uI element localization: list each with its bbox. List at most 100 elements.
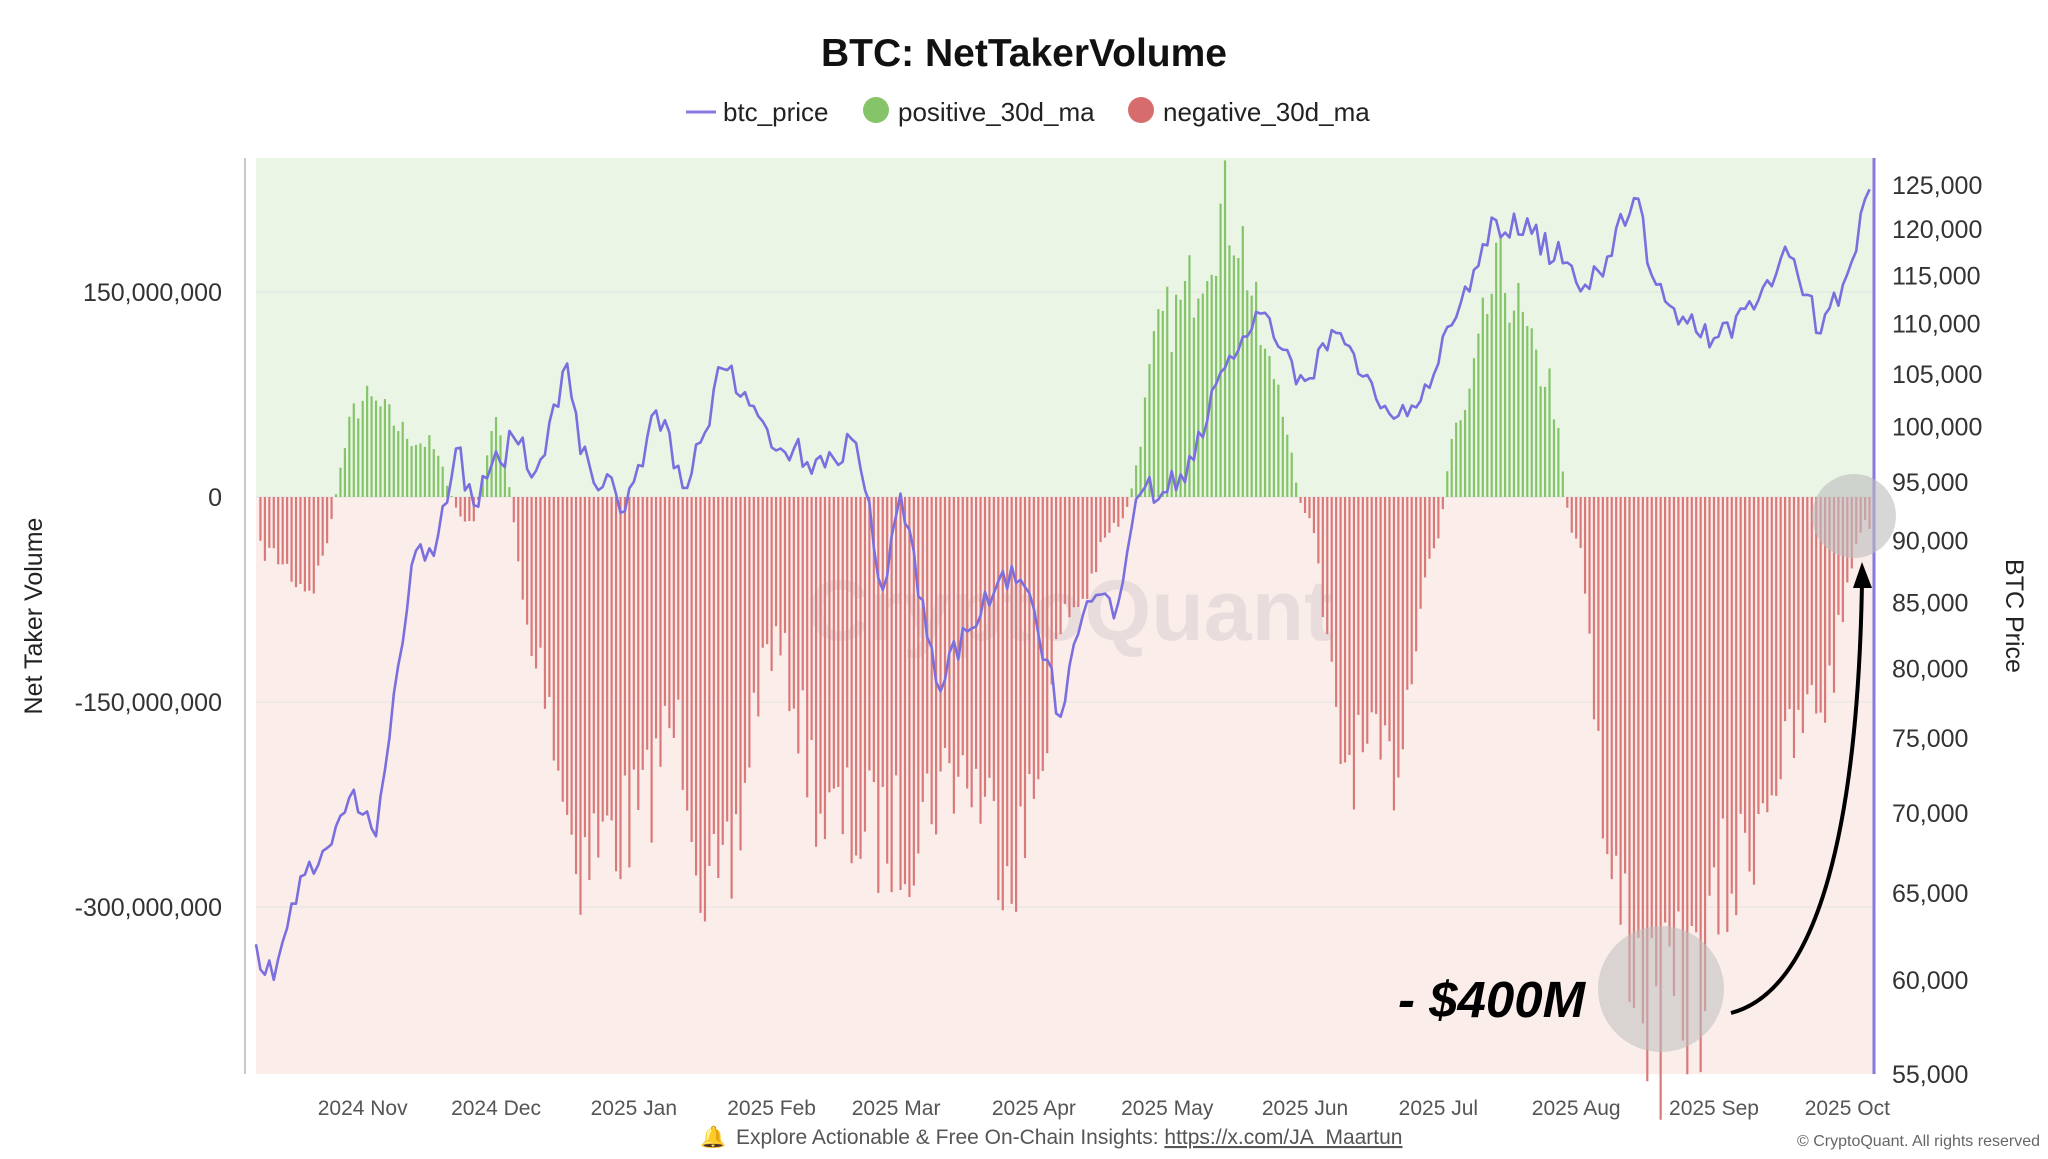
negative-bar xyxy=(632,497,635,770)
positive-bar xyxy=(1152,331,1156,497)
negative-bar xyxy=(1343,497,1347,763)
positive-bar xyxy=(494,417,498,497)
negative-bar xyxy=(757,497,760,717)
y-tick-label: 0 xyxy=(208,484,222,512)
legend-label-positive: positive_30d_ma xyxy=(898,97,1095,127)
negative-bar xyxy=(1699,497,1702,1073)
negative-bar xyxy=(268,497,271,548)
negative-bar xyxy=(1832,497,1836,693)
positive-bar xyxy=(401,421,404,497)
positive-bar xyxy=(1486,313,1489,497)
negative-bar xyxy=(1619,497,1622,925)
negative-bar xyxy=(726,497,729,822)
positive-bar xyxy=(334,494,338,497)
positive-bar xyxy=(1210,274,1213,497)
negative-bar xyxy=(952,497,955,814)
negative-bar xyxy=(1748,497,1751,872)
negative-bar xyxy=(1779,497,1782,780)
right-axis-ticks: 125,000 120,000 115,000 110,000 105,000 100,0… xyxy=(1892,172,1982,1089)
negative-bar xyxy=(1837,497,1840,615)
negative-bar xyxy=(859,497,862,859)
negative-bar xyxy=(1010,497,1013,904)
negative-bar xyxy=(1108,497,1111,533)
y2-tick-label: 110,000 xyxy=(1892,310,1981,338)
negative-bar xyxy=(1828,497,1831,666)
negative-bar xyxy=(1708,497,1711,896)
positive-bar xyxy=(1161,310,1164,497)
negative-bar xyxy=(1388,497,1391,742)
negative-bar xyxy=(810,497,813,741)
negative-bar xyxy=(1677,497,1680,912)
negative-bar xyxy=(317,497,320,566)
legend-item-negative[interactable]: negative_30d_ma xyxy=(1128,97,1370,127)
footer-link[interactable]: https://x.com/JA_Maartun xyxy=(1164,1126,1402,1149)
negative-bar xyxy=(1339,497,1342,765)
positive-bar xyxy=(370,396,373,497)
positive-bar xyxy=(1463,409,1467,497)
negative-bar xyxy=(1121,497,1124,519)
negative-bar xyxy=(703,497,707,922)
negative-bar xyxy=(908,497,911,898)
positive-bar xyxy=(366,385,369,497)
negative-bar xyxy=(1721,497,1724,819)
positive-bar xyxy=(1526,326,1529,497)
negative-bar xyxy=(846,497,849,768)
negative-bar xyxy=(1330,497,1333,662)
negative-bar xyxy=(286,497,289,564)
negative-bar xyxy=(1788,497,1791,710)
negative-bar xyxy=(263,497,266,561)
positive-bar xyxy=(1192,317,1196,497)
negative-bar xyxy=(766,497,769,645)
negative-bar xyxy=(659,497,662,767)
negative-bar xyxy=(1375,497,1378,715)
negative-bar xyxy=(641,497,644,770)
negative-bar xyxy=(574,497,578,875)
positive-bar xyxy=(432,449,435,497)
negative-bar xyxy=(623,497,627,776)
negative-bar xyxy=(1815,497,1818,714)
positive-bar xyxy=(1223,160,1227,497)
positive-bar xyxy=(1503,292,1507,497)
negative-bar xyxy=(957,497,960,777)
negative-bar xyxy=(1428,497,1431,559)
negative-bar xyxy=(1695,497,1698,933)
negative-bar xyxy=(1743,497,1747,833)
positive-bar xyxy=(379,406,382,497)
negative-bar xyxy=(281,497,284,565)
positive-bar xyxy=(361,400,364,497)
negative-bar xyxy=(463,497,467,522)
positive-bar xyxy=(1535,349,1538,497)
negative-bar xyxy=(1366,497,1369,744)
positive-bar xyxy=(1157,309,1160,497)
negative-bar xyxy=(1032,497,1035,799)
negative-bar xyxy=(1406,497,1409,690)
positive-bar xyxy=(1179,299,1182,497)
y2-tick-label: 115,000 xyxy=(1892,262,1981,290)
positive-bar xyxy=(1135,465,1138,497)
positive-bar xyxy=(1197,298,1200,497)
negative-bar xyxy=(819,497,822,814)
legend[interactable]: btc_price positive_30d_ma negative_30d_m… xyxy=(686,97,1370,127)
negative-bar xyxy=(1766,497,1769,813)
negative-bar xyxy=(1352,497,1356,810)
negative-bar xyxy=(690,497,693,843)
negative-bar xyxy=(1783,497,1787,722)
legend-item-positive[interactable]: positive_30d_ma xyxy=(863,97,1095,127)
x-tick-label: 2024 Nov xyxy=(318,1097,408,1120)
negative-bar xyxy=(1810,497,1813,686)
btc-price-line[interactable] xyxy=(254,188,1871,982)
negative-bar xyxy=(1321,497,1324,618)
negative-bar xyxy=(1770,497,1773,796)
positive-bar xyxy=(1459,420,1462,497)
positive-bar xyxy=(406,438,409,497)
y2-tick-label: 70,000 xyxy=(1892,800,1968,828)
negative-bar xyxy=(1801,497,1804,734)
legend-item-btc-price[interactable]: btc_price xyxy=(686,97,829,127)
positive-bar xyxy=(1268,356,1271,497)
negative-bar xyxy=(694,497,698,876)
y-tick-label: -150,000,000 xyxy=(75,689,222,717)
positive-bar xyxy=(1548,368,1551,497)
positive-bar xyxy=(1295,482,1298,497)
negative-bar xyxy=(1415,497,1418,652)
y2-tick-label: 60,000 xyxy=(1892,967,1968,995)
